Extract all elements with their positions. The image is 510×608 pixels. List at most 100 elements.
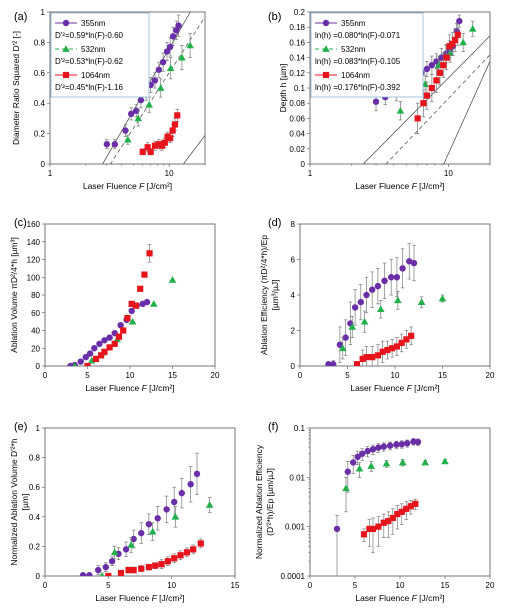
- y-tick-label: 0.6: [34, 69, 46, 78]
- y-tick-label: 0.02: [289, 145, 305, 154]
- data-point: [380, 443, 387, 450]
- data-point: [146, 250, 153, 257]
- x-axis-label-unit: [J/cm²]: [147, 383, 175, 393]
- x-axis-label-var: F: [142, 383, 148, 393]
- data-point: [72, 362, 77, 366]
- y-tick-label: 0.18: [289, 23, 305, 32]
- x-axis-label-text: Laser Fluence: [355, 181, 411, 191]
- x-tick-label: 5: [353, 581, 358, 590]
- data-point: [333, 525, 341, 533]
- x-axis-label-unit: [J/cm²]: [144, 181, 172, 191]
- data-point: [96, 340, 103, 348]
- data-point: [385, 517, 392, 525]
- x-axis-label: Laser Fluence F [J/cm²]: [350, 383, 439, 393]
- data-point: [139, 148, 146, 155]
- data-point: [115, 333, 123, 340]
- data-point: [379, 348, 386, 355]
- data-point: [174, 112, 181, 119]
- data-point: [148, 527, 157, 535]
- x-axis-label: Laser Fluence F [J/cm²]: [95, 593, 184, 603]
- data-point: [178, 53, 186, 61]
- data-point: [111, 141, 119, 148]
- series-355nm: [67, 298, 151, 366]
- data-point: [404, 440, 411, 447]
- data-point: [403, 505, 410, 512]
- y-axis-label: Ablation Volume πD²/4*h [µm³]: [9, 237, 19, 353]
- x-tick-label: 0: [43, 581, 48, 590]
- y-tick-label: 0.08: [289, 99, 305, 108]
- data-point: [105, 572, 112, 576]
- legend-label: 355nm: [81, 19, 106, 28]
- y-tick-label: 6: [291, 256, 296, 265]
- legend: 355nm ln(h) =0.080*ln(F)-0.071 532nm ln(h) …: [310, 12, 424, 98]
- data-point: [145, 521, 153, 528]
- chart-panel-d: (d) 0 2 4 6 8 0 5 10 15 20 Laser Fluence F [J/cm²] A…: [259, 217, 495, 393]
- data-point: [171, 498, 178, 506]
- x-tick-label: 1: [308, 169, 313, 178]
- y-axis-label-unit: [µm]: [20, 494, 30, 511]
- data-point: [91, 345, 98, 352]
- data-point: [374, 282, 382, 290]
- data-point: [138, 565, 145, 572]
- data-point: [398, 440, 405, 448]
- x-tick-label: 5: [345, 371, 350, 380]
- data-point: [145, 100, 153, 108]
- data-point: [101, 348, 108, 355]
- fit-line: [102, 12, 191, 164]
- data-point: [82, 353, 90, 361]
- y-tick-label: 0: [36, 362, 41, 371]
- y-tick-label: 0.4: [34, 99, 46, 108]
- data-point: [414, 115, 421, 122]
- data-point: [428, 84, 435, 92]
- fit-line: [362, 35, 490, 164]
- data-point: [141, 271, 148, 278]
- data-point: [178, 489, 185, 497]
- legend-label: 1064nm: [81, 71, 110, 80]
- x-axis-label-text: Laser Fluence: [83, 181, 139, 191]
- y-tick-label: 0: [36, 572, 41, 581]
- y-tick-label: 0.6: [29, 483, 41, 492]
- data-point: [330, 361, 337, 366]
- data-point: [137, 96, 145, 104]
- data-point: [393, 274, 401, 281]
- data-point: [145, 564, 152, 571]
- data-point: [342, 484, 350, 492]
- x-tick-label: 5: [106, 581, 111, 590]
- data-point: [128, 300, 135, 307]
- y-axis-label-unit: [µm³/µJ]: [270, 279, 280, 310]
- data-point: [428, 61, 436, 69]
- data-point: [120, 327, 127, 334]
- data-point: [158, 561, 165, 568]
- data-point: [79, 572, 87, 576]
- legend-marker: [322, 45, 330, 52]
- data-point: [117, 569, 125, 576]
- data-point: [106, 344, 113, 351]
- data-point: [359, 450, 366, 457]
- data-point: [102, 563, 110, 571]
- data-point: [386, 442, 394, 449]
- data-point: [124, 135, 132, 143]
- data-point: [77, 358, 84, 365]
- data-point: [441, 457, 449, 465]
- y-tick-label: 60: [31, 309, 40, 318]
- legend-fit-equation: ln(h) =0.176*ln(F)-0.392: [315, 83, 401, 92]
- legend-fit-equation: ln(h) =0.080*ln(F)-0.071: [315, 31, 401, 40]
- x-tick-label: 1: [48, 169, 53, 178]
- data-point: [336, 341, 344, 348]
- y-tick-label: 2: [291, 327, 296, 336]
- plot-frame: [44, 427, 236, 577]
- data-point: [423, 92, 431, 99]
- x-tick-label: 20: [486, 581, 495, 590]
- x-axis-label: Laser Fluence F [J/cm²]: [355, 181, 444, 191]
- y-tick-label: 0: [41, 160, 46, 169]
- data-point: [389, 514, 396, 522]
- data-point: [440, 62, 447, 69]
- data-point: [152, 562, 159, 569]
- series-1064nm: [353, 326, 415, 366]
- y-axis-label: Diameter Ratio Squared D'² [-]: [11, 31, 21, 145]
- data-point: [98, 352, 105, 359]
- data-point: [177, 552, 184, 559]
- data-point: [443, 54, 450, 61]
- chart-panel-b: (b) 0 0.02 0.04 0.06 0.08 0.1 0.12 0.14 0.16 0.18 0…: [268, 8, 491, 191]
